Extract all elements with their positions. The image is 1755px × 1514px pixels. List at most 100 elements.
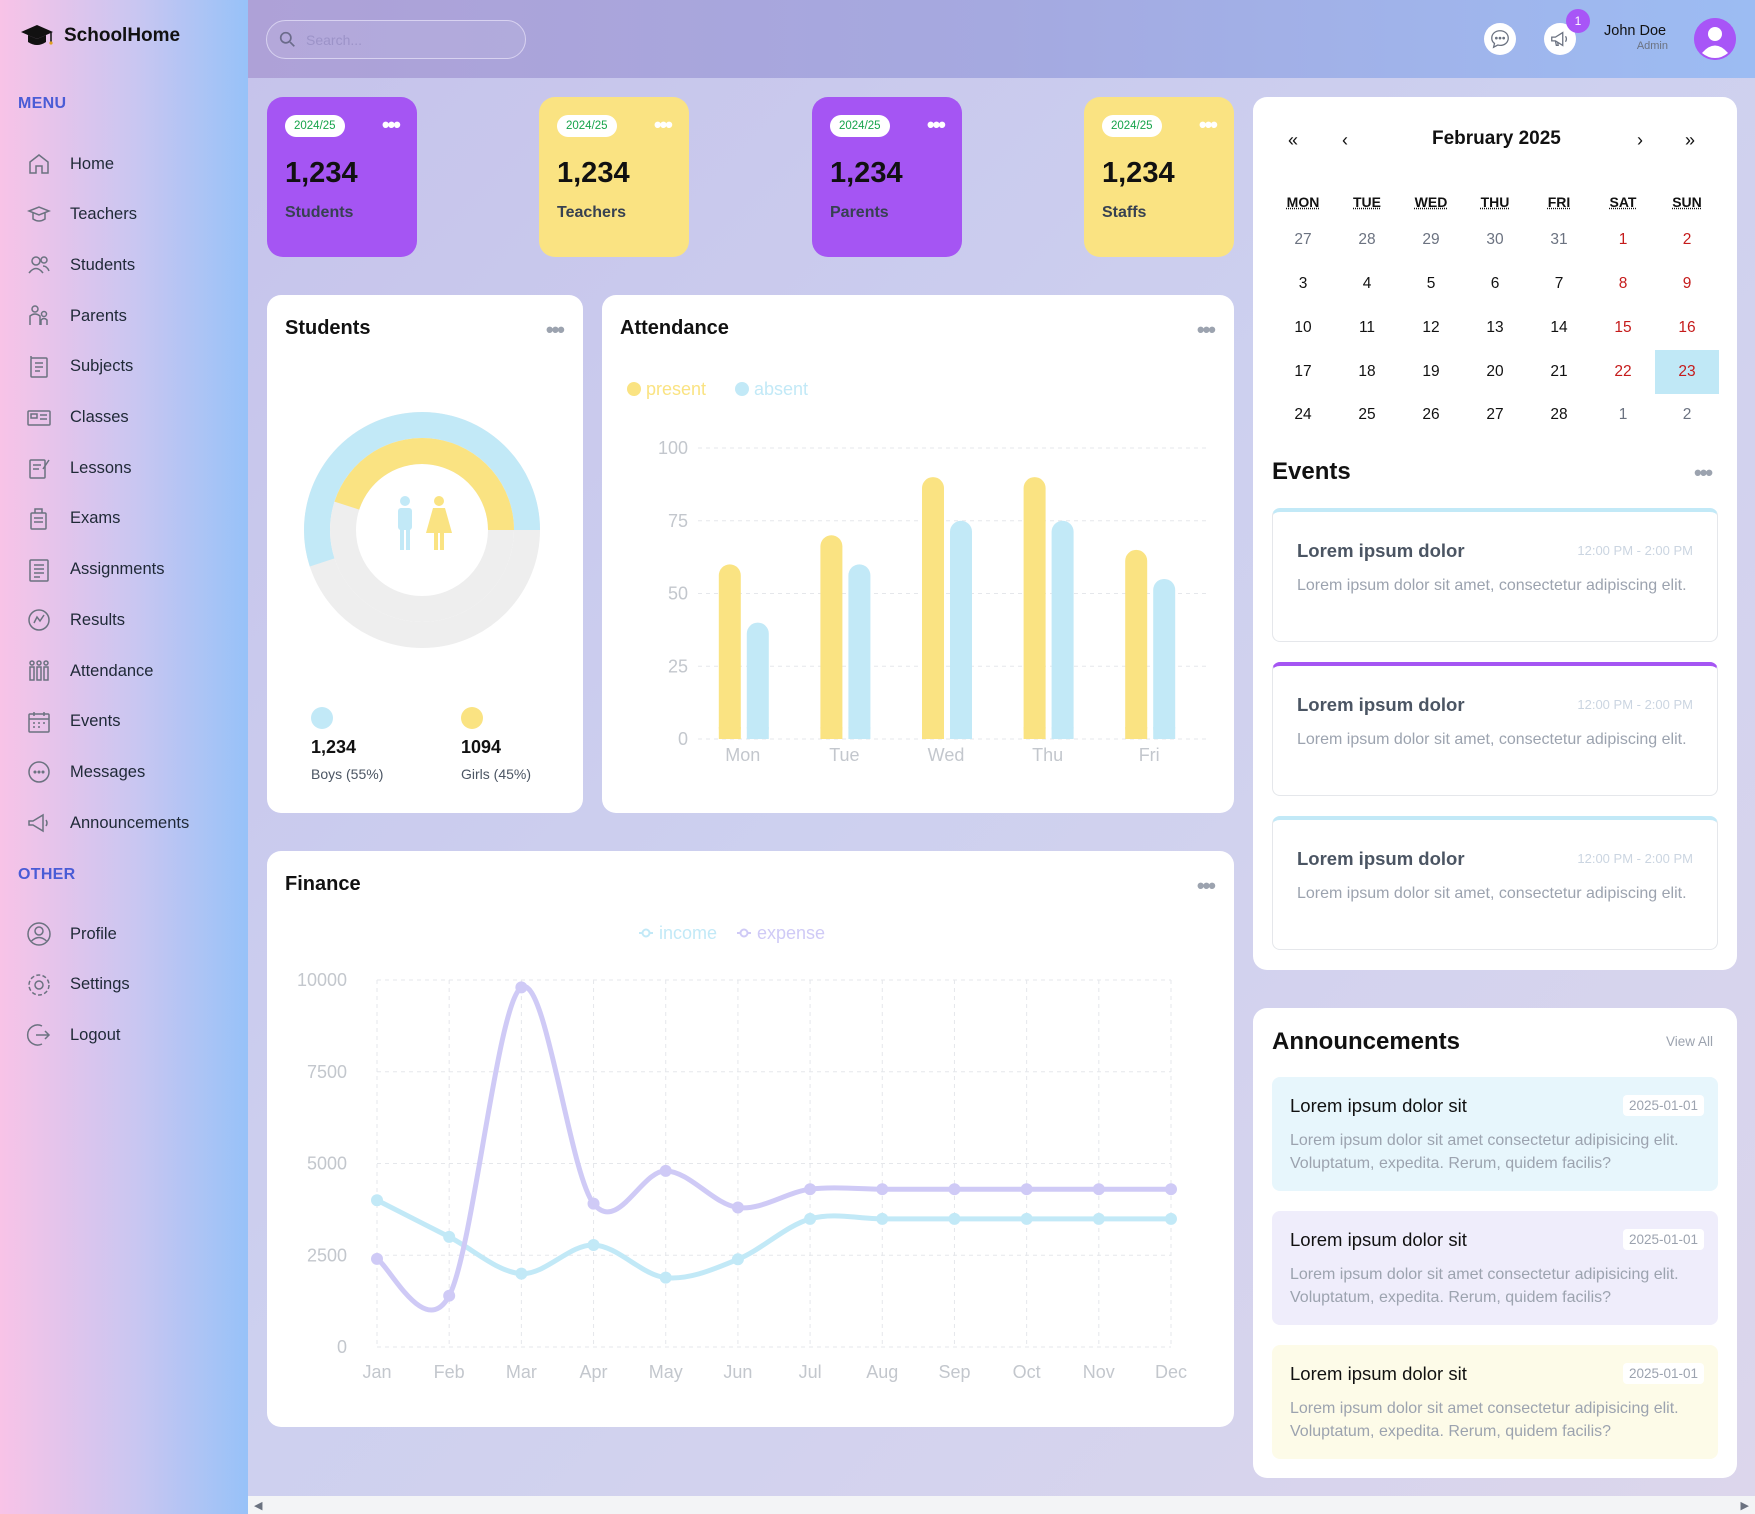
stat-card-staffs: 2024/25 ••• 1,234 Staffs — [1084, 97, 1234, 257]
calendar-day[interactable]: 7 — [1554, 275, 1564, 292]
calendar-day[interactable]: 15 — [1614, 319, 1632, 336]
calendar-day[interactable]: 4 — [1362, 275, 1372, 292]
sidebar-item-events[interactable]: Events — [26, 702, 236, 742]
app-logo[interactable]: SchoolHome — [20, 22, 180, 50]
calendar-day[interactable]: 3 — [1298, 275, 1308, 292]
calendar-next-button[interactable]: › — [1637, 130, 1643, 150]
scroll-right-icon[interactable]: ▶ — [1740, 1500, 1749, 1512]
calendar-day[interactable]: 31 — [1550, 231, 1568, 248]
calendar-day[interactable]: 27 — [1294, 231, 1312, 248]
calendar-day[interactable]: 10 — [1294, 319, 1312, 336]
event-item[interactable]: Lorem ipsum dolor 12:00 PM - 2:00 PM Lorem… — [1272, 662, 1718, 796]
sidebar-item-exams[interactable]: Exams — [26, 499, 236, 539]
point-income-feb — [443, 1230, 456, 1243]
calendar-day[interactable]: 5 — [1426, 275, 1436, 292]
event-item[interactable]: Lorem ipsum dolor 12:00 PM - 2:00 PM Lorem… — [1272, 508, 1718, 642]
calendar-day[interactable]: 23 — [1655, 350, 1719, 394]
sidebar-item-classes[interactable]: Classes — [26, 398, 236, 438]
calendar-day[interactable]: 2 — [1682, 406, 1692, 423]
bar-present-fri — [1125, 549, 1148, 739]
calendar-day[interactable]: 13 — [1486, 319, 1504, 336]
sidebar-item-logout[interactable]: Logout — [26, 1015, 236, 1055]
horizontal-scrollbar[interactable]: ◀ ▶ — [248, 1496, 1755, 1514]
finance-card-title: Finance — [285, 873, 361, 895]
sidebar-item-messages[interactable]: Messages — [26, 752, 236, 792]
legend-marker-income — [641, 928, 651, 938]
calendar-day[interactable]: 21 — [1550, 363, 1568, 380]
calendar-last-button[interactable]: » — [1685, 130, 1696, 150]
stat-more-icon[interactable]: ••• — [1198, 112, 1218, 137]
nav-label: Exams — [70, 509, 121, 528]
calendar-prev-button[interactable]: ‹ — [1342, 130, 1348, 150]
legend-marker-expense — [739, 928, 749, 938]
stat-more-icon[interactable]: ••• — [653, 112, 673, 137]
sidebar-item-assignments[interactable]: Assignments — [26, 550, 236, 590]
events-more-icon[interactable]: ••• — [1694, 460, 1713, 485]
calendar-day[interactable]: 19 — [1422, 363, 1440, 380]
sidebar-item-settings[interactable]: Settings — [26, 965, 236, 1005]
calendar-day[interactable]: 11 — [1358, 319, 1376, 336]
calendar-day[interactable]: 27 — [1486, 406, 1504, 423]
calendar-day[interactable]: 8 — [1618, 275, 1628, 292]
finance-card-more-icon[interactable]: ••• — [1196, 873, 1216, 898]
stat-more-icon[interactable]: ••• — [926, 112, 946, 137]
calendar-day[interactable]: 24 — [1294, 406, 1312, 423]
calendar-day[interactable]: 2 — [1682, 231, 1692, 248]
attendance-card-more-icon[interactable]: ••• — [1196, 317, 1216, 342]
calendar-day[interactable]: 26 — [1422, 406, 1440, 423]
scroll-left-icon[interactable]: ◀ — [254, 1500, 263, 1512]
students-card-more-icon[interactable]: ••• — [545, 317, 565, 342]
point-income-jun — [731, 1253, 744, 1266]
point-expense-jun — [731, 1201, 744, 1214]
bar-base-present-fri — [1125, 727, 1148, 739]
calendar-day[interactable]: 17 — [1294, 363, 1312, 380]
user-avatar-icon — [1694, 18, 1736, 60]
sidebar-item-attendance[interactable]: Attendance — [26, 651, 236, 691]
sidebar-item-announcements[interactable]: Announcements — [26, 803, 236, 843]
calendar-day[interactable]: 18 — [1358, 363, 1376, 380]
calendar-day[interactable]: 25 — [1358, 406, 1376, 423]
calendar-day[interactable]: 9 — [1682, 275, 1692, 292]
y-tick-label: 75 — [668, 511, 688, 531]
calendar-day[interactable]: 20 — [1486, 363, 1504, 380]
avatar[interactable] — [1694, 18, 1736, 60]
event-item[interactable]: Lorem ipsum dolor 12:00 PM - 2:00 PM Lorem… — [1272, 816, 1718, 950]
calendar-day[interactable]: 14 — [1550, 319, 1568, 336]
sidebar-item-results[interactable]: Results — [26, 600, 236, 640]
calendar-day[interactable]: 28 — [1550, 406, 1568, 423]
calendar-day[interactable]: 22 — [1614, 363, 1632, 380]
calendar-day[interactable]: 6 — [1490, 275, 1500, 292]
sidebar-item-profile[interactable]: Profile — [26, 914, 236, 954]
line-expense — [375, 984, 1171, 1313]
calendar-day[interactable]: 29 — [1422, 231, 1440, 248]
user-role: Admin — [1636, 40, 1668, 52]
attendance-icon — [29, 660, 49, 681]
sidebar-item-subjects[interactable]: Subjects — [26, 347, 236, 387]
calendar-day[interactable]: 16 — [1678, 319, 1696, 336]
announcement-item[interactable]: Lorem ipsum dolor sit 2025-01-01 Lorem ips… — [1272, 1211, 1718, 1325]
sidebar-item-students[interactable]: Students — [26, 245, 236, 285]
app-name: SchoolHome — [64, 25, 181, 46]
stat-more-icon[interactable]: ••• — [381, 112, 401, 137]
nav-label: Settings — [70, 975, 130, 994]
nav-label: Subjects — [70, 357, 134, 376]
calendar-day[interactable]: 1 — [1618, 231, 1628, 248]
calendar-first-button[interactable]: « — [1288, 130, 1299, 150]
calendar-day[interactable]: 1 — [1618, 406, 1628, 423]
calendar-day[interactable]: 12 — [1422, 319, 1440, 336]
view-all-link[interactable]: View All — [1666, 1034, 1714, 1049]
sidebar-item-parents[interactable]: Parents — [26, 296, 236, 336]
search-input[interactable] — [306, 31, 506, 48]
messages-button[interactable] — [1484, 23, 1516, 55]
girls-stat: 1094 Girls (45%) — [461, 707, 531, 782]
search-box[interactable] — [266, 20, 526, 59]
announcement-item[interactable]: Lorem ipsum dolor sit 2025-01-01 Lorem ips… — [1272, 1077, 1718, 1191]
user-name: John Doe — [1604, 23, 1667, 39]
sidebar-item-lessons[interactable]: Lessons — [26, 448, 236, 488]
sidebar-item-teachers[interactable]: Teachers — [26, 195, 236, 235]
sidebar-item-home[interactable]: Home — [26, 144, 236, 184]
x-tick-label: Apr — [580, 1362, 608, 1382]
calendar-day[interactable]: 30 — [1486, 231, 1504, 248]
calendar-day[interactable]: 28 — [1358, 231, 1376, 248]
announcement-item[interactable]: Lorem ipsum dolor sit 2025-01-01 Lorem ips… — [1272, 1345, 1718, 1459]
